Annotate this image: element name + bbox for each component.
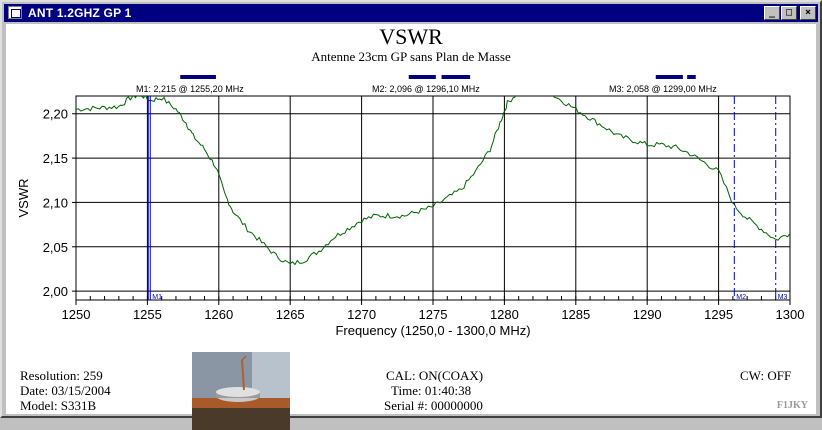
maximize-button[interactable]: □ bbox=[781, 6, 797, 20]
marker-tag-m3: M3 bbox=[778, 294, 788, 301]
marker-label-m2: M2: 2,096 @ 1296,10 MHz bbox=[372, 84, 480, 94]
vswr-chart: M1: 2,215 @ 1255,20 MHz M2: 2,096 @ 1296,… bbox=[16, 75, 804, 338]
cw-text: CW: OFF bbox=[740, 368, 792, 383]
x-tick-label: 1285 bbox=[561, 307, 590, 322]
trace-layer bbox=[76, 96, 790, 266]
marker-tag-m2: M2 bbox=[736, 294, 746, 301]
window-title: ANT 1.2GHZ GP 1 bbox=[28, 6, 132, 20]
antenna-photo-image bbox=[192, 352, 290, 430]
marker-label-m3: M3: 2,058 @ 1299,00 MHz bbox=[609, 84, 717, 94]
serial-text: Serial #: 00000000 bbox=[384, 398, 483, 413]
y-tick-label: 2,05 bbox=[43, 240, 68, 255]
cal-text: CAL: ON(COAX) bbox=[386, 368, 484, 383]
model-text: Model: S331B bbox=[20, 398, 97, 413]
x-tick-label: 1260 bbox=[204, 307, 233, 322]
credit-text: F1JKY bbox=[776, 400, 808, 411]
y-tick-label: 2,15 bbox=[43, 151, 68, 166]
close-button[interactable]: × bbox=[800, 6, 816, 20]
x-tick-label: 1290 bbox=[633, 307, 662, 322]
marker-labels: M1: 2,215 @ 1255,20 MHz M2: 2,096 @ 1296,… bbox=[136, 84, 717, 94]
antenna-photo bbox=[192, 352, 290, 430]
chart-title: VSWR bbox=[379, 24, 443, 49]
marker-tag-m1: M1 bbox=[152, 294, 162, 301]
marker-label-m1: M1: 2,215 @ 1255,20 MHz bbox=[136, 84, 244, 94]
y-axis-title: VSWR bbox=[16, 179, 31, 218]
window-icon[interactable] bbox=[8, 6, 22, 19]
marker-range-bar bbox=[655, 75, 683, 79]
x-tick-label: 1265 bbox=[276, 307, 305, 322]
date-text: Date: 03/15/2004 bbox=[20, 383, 111, 398]
marker-range-bar bbox=[180, 75, 216, 79]
marker-range-bar bbox=[408, 75, 436, 79]
x-tick-label: 1280 bbox=[490, 307, 519, 322]
plot-area-panel: VSWR Antenne 23cm GP sans Plan de Masse … bbox=[6, 24, 816, 430]
marker-range-bar bbox=[441, 75, 471, 79]
x-tick-label: 1250 bbox=[62, 307, 91, 322]
time-text: Time: 01:40:38 bbox=[391, 383, 472, 398]
y-tick-label: 2,10 bbox=[43, 195, 68, 210]
x-tick-label: 1295 bbox=[704, 307, 733, 322]
x-tick-label: 1255 bbox=[133, 307, 162, 322]
title-bar[interactable]: ANT 1.2GHZ GP 1 _ □ × bbox=[4, 4, 818, 22]
chart-grid bbox=[75, 95, 791, 301]
x-axis-title: Frequency (1250,0 - 1300,0 MHz) bbox=[335, 323, 530, 338]
x-tick-label: 1270 bbox=[347, 307, 376, 322]
chart-subtitle: Antenne 23cm GP sans Plan de Masse bbox=[311, 49, 511, 64]
x-tick-label: 1275 bbox=[419, 307, 448, 322]
marker-range-bar bbox=[687, 75, 696, 79]
y-tick-label: 2,20 bbox=[43, 107, 68, 122]
minimize-button[interactable]: _ bbox=[764, 6, 780, 20]
marker-bars bbox=[180, 75, 696, 79]
resolution-text: Resolution: 259 bbox=[20, 368, 103, 383]
x-tick-label: 1300 bbox=[776, 307, 805, 322]
marker-lines: M1 M2 M3 bbox=[147, 96, 788, 301]
vswr-trace bbox=[76, 96, 790, 266]
y-tick-label: 2,00 bbox=[43, 284, 68, 299]
chart-axes: 1250 1255 1260 1265 1270 1275 1280 1285 1290 1295… bbox=[16, 107, 804, 338]
